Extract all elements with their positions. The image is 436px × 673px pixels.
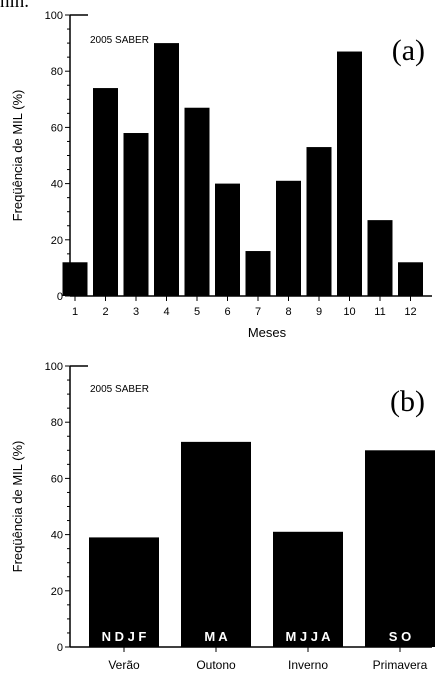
panel-a-bar-12 [398,262,423,296]
panel-a-x-tick-label: 9 [316,306,322,318]
panel-a-bar-10 [337,51,362,296]
panel-a-bar-3 [123,133,149,296]
panel-a-x-tick-label: 2 [102,306,108,318]
panel-b-x-tick-label: Outono [196,658,236,672]
panel-b-panel-letter: (b) [390,385,425,418]
panel-b-bar-inner-label: S O [389,629,411,644]
panel-a-inset-label: 2005 SABER [90,35,149,46]
panel-a-x-tick-label: 1 [72,306,78,318]
panel-a-bar-4 [154,43,179,296]
panel-b-bar-inner-label: M A [204,629,228,644]
panel-a-panel-letter: (a) [392,34,425,67]
panel-a-bar-8 [276,180,301,296]
panel-a-bar-1 [62,262,88,296]
panel-a-bar-2 [93,88,118,296]
panel-a-x-tick-label: 7 [255,306,261,318]
panel-b-y-tick-label: 100 [45,361,63,373]
panel-a-y-tick-label: 100 [45,10,63,22]
panel-a-x-tick-label: 12 [404,306,416,318]
panel-a-bar-5 [184,107,210,296]
panel-a-y-tick-label: 0 [57,291,63,303]
panel-b-bar-2 [181,441,251,647]
panel-b-y-tick-label: 0 [57,642,63,654]
panel-b-bar-1 [89,537,159,647]
panel-a-bar-7 [245,251,271,296]
panel-b-y-tick-label: 20 [51,586,63,598]
panel-a-x-tick-label: 8 [285,306,291,318]
panel-b-x-tick-label: Inverno [288,658,328,672]
panel-a-y-tick-label: 20 [51,235,63,247]
panel-a-y-tick-label: 80 [51,66,63,78]
panel-b-x-tick-label: Verão [108,658,140,672]
panel-a-bar-11 [367,220,393,296]
panel-a-y-tick-label: 40 [51,179,63,191]
panel-a-x-tick-label: 5 [194,306,200,318]
panel-b-y-axis-label: Freqüência de MIL (%) [10,441,25,573]
page-fragment-text: nin. [0,0,40,14]
panel-a-x-axis-label: Meses [248,325,287,340]
panel-b-y-tick-label: 80 [51,417,63,429]
panel-b-x-tick-label: Primavera [373,658,428,672]
panel-a-bar-6 [215,183,240,296]
panel-a-x-tick-label: 11 [374,306,385,318]
panel-b-bar-inner-label: M J J A [285,629,331,644]
panel-b-bar-3 [273,531,343,647]
panel-a-bar-9 [306,147,332,296]
panel-a-x-tick-label: 10 [343,306,355,318]
panel-a-x-tick-label: 4 [163,306,169,318]
panel-b-bar-inner-label: N D J F [102,629,147,644]
panel-b-bar-4 [365,450,435,647]
panel-a-x-tick-label: 3 [133,306,139,318]
panel-b-y-tick-label: 40 [51,530,63,542]
panel-a-x-tick-label: 6 [224,306,230,318]
panel-b-inset-label: 2005 SABER [90,384,149,395]
fragment-label: nin. [0,0,30,12]
panel-b-y-tick-label: 60 [51,473,63,485]
panel-a-y-axis-label: Freqüência de MIL (%) [10,90,25,222]
panel-a-y-tick-label: 60 [51,122,63,134]
